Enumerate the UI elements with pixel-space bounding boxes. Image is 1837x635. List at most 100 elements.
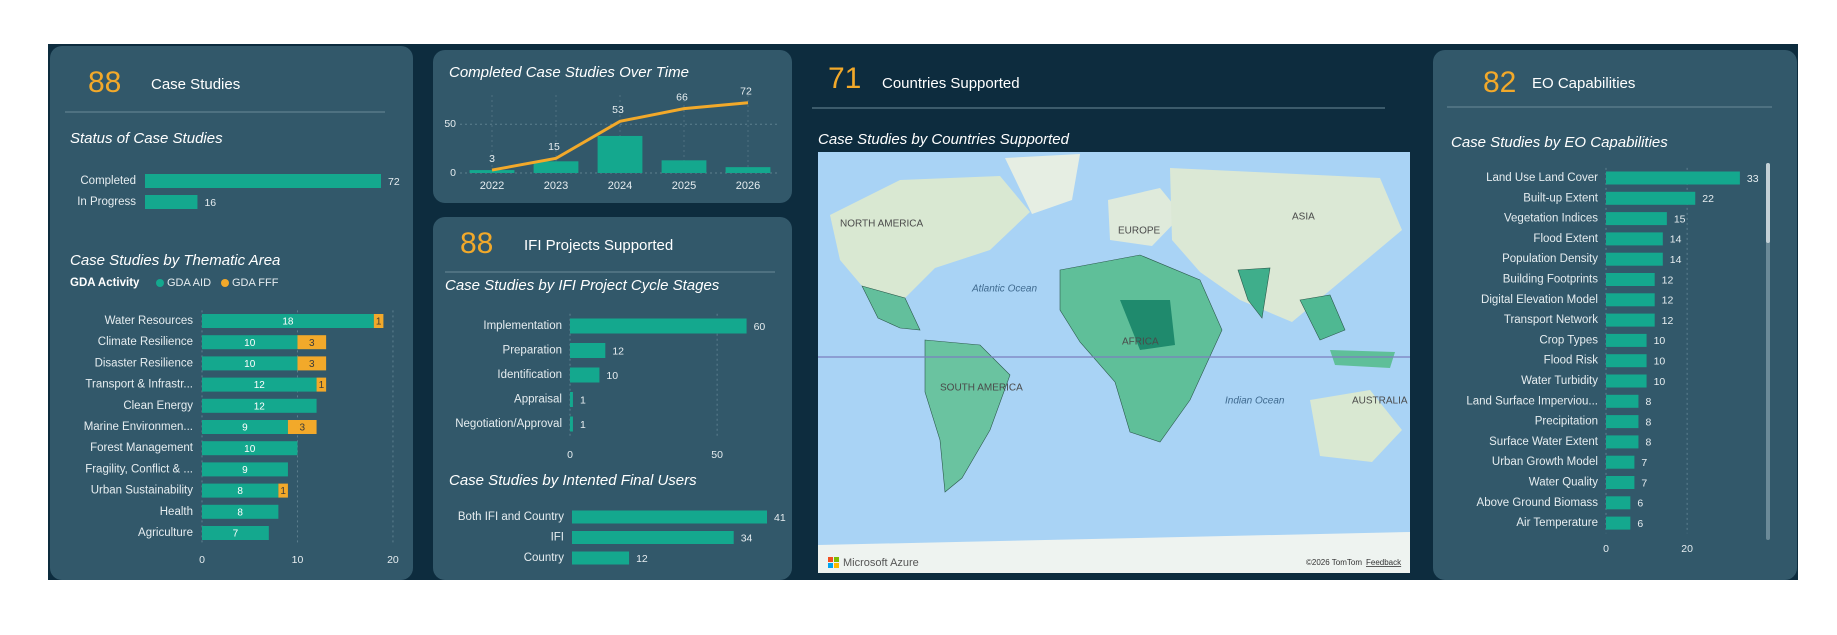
y-tick-label: IFI — [551, 532, 564, 544]
y-tick-label: Fragility, Conflict & ... — [85, 463, 193, 475]
y-tick-label: Vegetation Indices — [1504, 213, 1598, 225]
feedback-link[interactable]: Feedback — [1366, 558, 1402, 567]
bar — [1606, 374, 1647, 388]
y-tick-label: Forest Management — [90, 442, 194, 454]
data-label: 72 — [388, 176, 400, 188]
data-label: 10 — [244, 338, 256, 349]
bar — [287, 420, 317, 434]
data-label: 1 — [580, 419, 586, 431]
bar — [1606, 191, 1696, 205]
scrollbar-thumb[interactable] — [1766, 163, 1770, 243]
scrollbar[interactable] — [1766, 163, 1770, 540]
kpi-label: EO Capabilities — [1532, 75, 1635, 92]
data-label: 12 — [612, 345, 624, 357]
y-tick-label: Preparation — [503, 345, 562, 357]
y-tick-label: Built-up Extent — [1523, 192, 1599, 204]
kpi-value: 71 — [828, 62, 861, 95]
y-tick-label: Crop Types — [1539, 334, 1598, 346]
data-label: 7 — [233, 529, 239, 540]
bar — [1606, 415, 1639, 429]
bar — [145, 174, 381, 188]
data-label: 12 — [636, 553, 648, 565]
bar — [1606, 455, 1635, 469]
y-tick-label: Transport & Infrastr... — [85, 379, 193, 391]
data-label: 12 — [1662, 295, 1674, 307]
data-label: 7 — [1641, 477, 1647, 489]
map-label: AUSTRALIA — [1352, 396, 1408, 407]
land — [1170, 168, 1402, 322]
y-tick-label: Flood Extent — [1533, 233, 1598, 245]
data-label: 3 — [309, 338, 315, 349]
chart-title: Case Studies by Thematic Area — [70, 252, 280, 269]
bar — [297, 356, 327, 371]
logo — [828, 557, 833, 562]
data-label: 9 — [242, 423, 248, 434]
chart-title: Case Studies by IFI Project Cycle Stages — [445, 277, 720, 294]
legend-title: GDA Activity — [70, 277, 140, 289]
data-label: 10 — [1654, 376, 1666, 388]
bar — [533, 161, 579, 173]
map-label: SOUTH AMERICA — [940, 383, 1023, 394]
chart-title: Case Studies by Intented Final Users — [449, 472, 697, 489]
brand: Microsoft Azure — [843, 557, 919, 569]
data-label: 6 — [1637, 518, 1643, 530]
y-tick-label: Marine Environmen... — [84, 421, 193, 433]
y-tick-label: Water Quality — [1529, 477, 1598, 489]
bar — [202, 420, 288, 434]
data-label: 10 — [244, 444, 256, 455]
bar — [1606, 476, 1635, 489]
y-tick-label: Transport Network — [1504, 314, 1598, 326]
y-tick-label: Precipitation — [1535, 416, 1598, 428]
bar — [1606, 333, 1647, 347]
panel — [433, 217, 792, 580]
data-label: 10 — [606, 370, 618, 382]
map: NORTH AMERICA EUROPE ASIA AFRICA SOUTH A… — [818, 152, 1410, 573]
x-tick-label: 0 — [567, 449, 573, 461]
land — [818, 532, 1410, 573]
data-label: 14 — [1670, 254, 1682, 266]
bar — [1606, 516, 1631, 530]
bar — [725, 167, 771, 173]
data-label: 3 — [309, 359, 315, 370]
y-tick-label: Above Ground Biomass — [1477, 497, 1599, 509]
data-label: 12 — [254, 380, 266, 391]
legend-label: GDA FFF — [232, 277, 279, 289]
y-tick-label: 0 — [450, 167, 456, 179]
data-label: 16 — [204, 197, 216, 209]
kpi-value: 88 — [460, 227, 493, 260]
y-tick-label: Climate Resilience — [98, 336, 193, 348]
y-tick-label: Identification — [497, 369, 562, 381]
y-tick-label: Both IFI and Country — [458, 511, 564, 523]
y-tick-label: Population Density — [1502, 253, 1598, 265]
data-label: 8 — [237, 507, 243, 518]
data-label: 10 — [1654, 355, 1666, 367]
x-tick-label: 20 — [1681, 543, 1693, 555]
y-tick-label: Negotiation/Approval — [455, 418, 562, 430]
bar — [1606, 232, 1663, 246]
y-tick-label: Land Surface Imperviou... — [1466, 395, 1598, 407]
data-label: 12 — [1662, 315, 1674, 327]
ocean-label: Atlantic Ocean — [971, 284, 1037, 295]
bar — [202, 314, 374, 328]
y-tick-label: Flood Risk — [1544, 355, 1599, 367]
data-label: 1 — [376, 317, 382, 328]
bar — [597, 135, 643, 173]
x-tick-label: 0 — [199, 554, 205, 566]
y-tick-label: Implementation — [483, 320, 562, 332]
panel — [50, 46, 413, 580]
y-tick-label: Health — [160, 506, 193, 518]
bar — [202, 398, 317, 413]
data-label: 33 — [1747, 173, 1759, 185]
data-label: 9 — [242, 465, 248, 476]
land — [1108, 188, 1182, 246]
map-label: AFRICA — [1122, 337, 1159, 348]
bar — [570, 318, 747, 334]
data-label: 3 — [489, 153, 495, 165]
bar — [202, 441, 298, 456]
bar — [373, 314, 384, 328]
bar — [316, 377, 327, 392]
kpi-label: Case Studies — [151, 76, 240, 93]
bar — [1606, 496, 1631, 510]
bar — [202, 462, 288, 477]
